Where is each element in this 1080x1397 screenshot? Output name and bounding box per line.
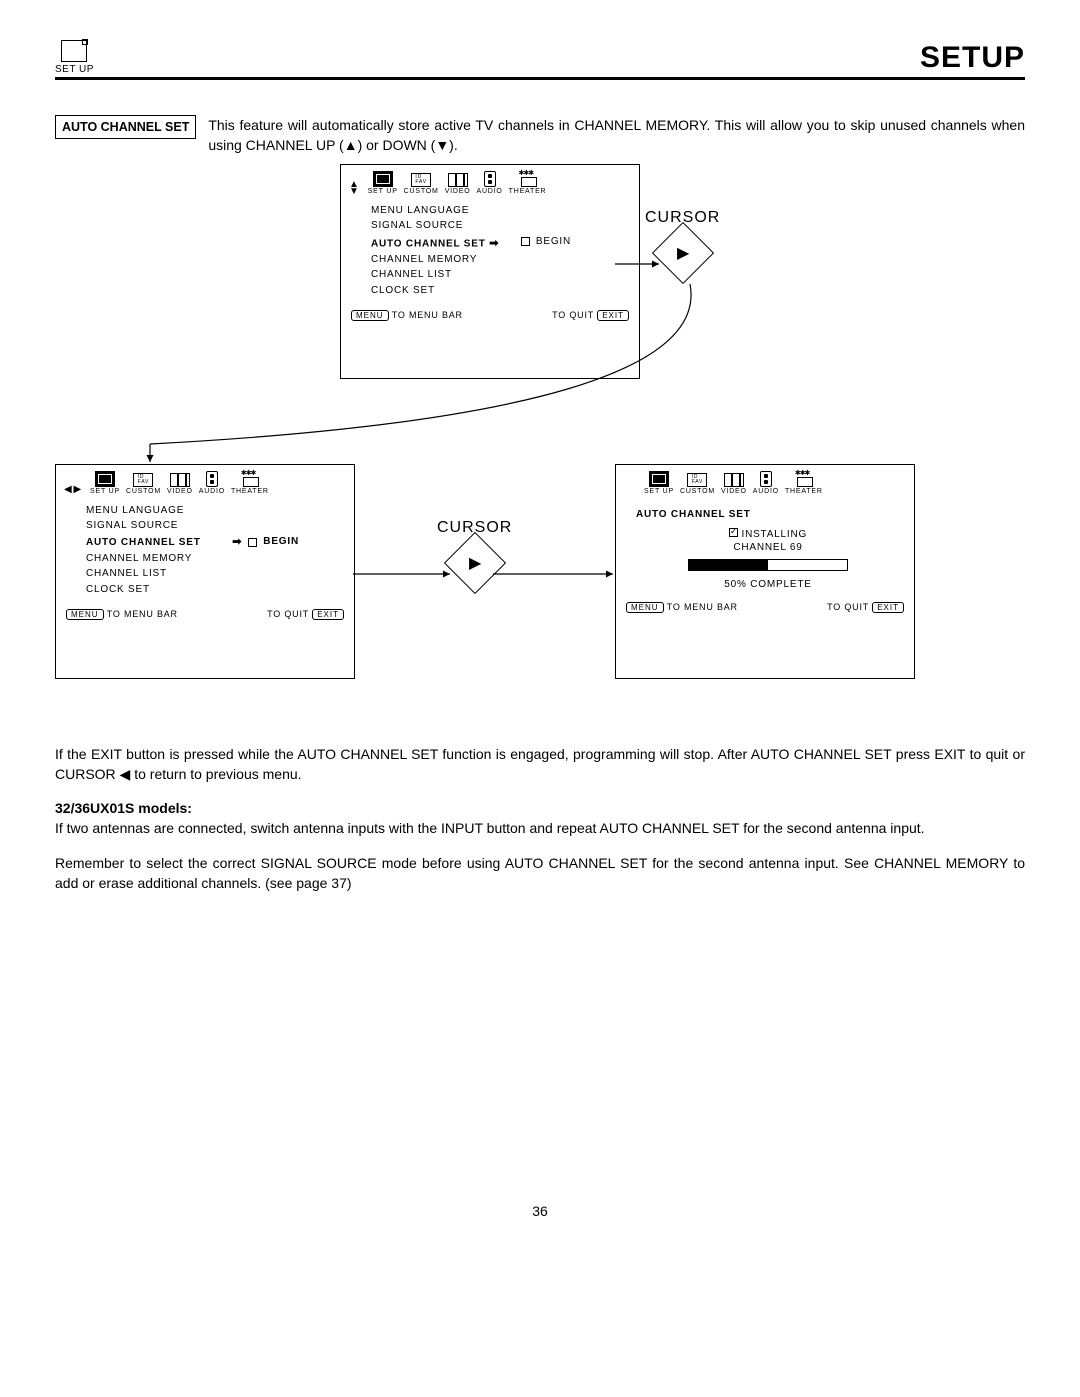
tab-theater-icon [795,471,813,487]
tab-video-icon [170,473,190,487]
menu-box-progress: SET UP IDFAVCUSTOM VIDEO AUDIO THEATER A… [615,464,915,679]
begin-checkbox-icon [521,237,530,246]
cursor-diamond-icon: ▶ [444,531,506,593]
cursor-diamond-icon: ▶ [652,221,714,283]
tab-arrow-horizontal: ◀▶ [64,484,82,495]
menu-item: CLOCK SET [86,582,340,598]
page-header: SET UP SETUP [55,40,1025,80]
header-left-label: SET UP [55,64,94,75]
menu-item: SIGNAL SOURCE [86,518,340,534]
tab-video-icon [724,473,744,487]
menu-item: CHANNEL MEMORY [371,252,625,268]
menu-item-selected: AUTO CHANNEL SET ➡ BEGIN [86,534,340,551]
header-left: SET UP [55,40,94,75]
tab-custom-icon: IDFAV [687,473,707,487]
progress-complete: 50% COMPLETE [636,579,900,590]
tab-row: ▲▼ SET UP IDFAVCUSTOM VIDEO AUDIO THEATE… [341,165,639,197]
menu-box-left: ◀▶ SET UP IDFAVCUSTOM VIDEO AUDIO THEATE… [55,464,355,679]
right-arrow-icon: ➡ [232,534,242,551]
tv-icon [61,40,87,62]
menu-item: MENU LANGUAGE [371,203,625,219]
tab-setup-icon [649,471,669,487]
menu-list: MENU LANGUAGE SIGNAL SOURCE AUTO CHANNEL… [341,197,639,307]
begin-cell: BEGIN [521,234,571,250]
body-paragraph-2: 32/36UX01S models: If two antennas are c… [55,798,1025,839]
menu-item: CHANNEL LIST [371,267,625,283]
exit-button-label: EXIT [597,310,629,321]
menu-button-label: MENU [351,310,389,321]
tab-setup-icon [373,171,393,187]
body-paragraph-1: If the EXIT button is pressed while the … [55,744,1025,785]
menu-box-top: ▲▼ SET UP IDFAVCUSTOM VIDEO AUDIO THEATE… [340,164,640,379]
diagram-area: ▲▼ SET UP IDFAVCUSTOM VIDEO AUDIO THEATE… [55,164,1025,724]
tab-theater-icon [519,171,537,187]
menu-item: SIGNAL SOURCE [371,218,625,234]
body-paragraph-3: Remember to select the correct SIGNAL SO… [55,853,1025,894]
tab-custom-icon: IDFAV [411,173,431,187]
page-number: 36 [55,1203,1025,1219]
tab-audio: AUDIO [476,188,502,195]
cursor-indicator-1: CURSOR ▶ [645,209,720,275]
tab-theater: THEATER [509,188,547,195]
progress-installing: INSTALLING [636,528,900,540]
tab-audio-icon [206,471,218,487]
tab-setup: SET UP [368,188,398,195]
section-intro-text: This feature will automatically store ac… [208,115,1025,156]
section-row: AUTO CHANNEL SET This feature will autom… [55,115,1025,156]
check-icon [729,528,738,537]
tab-audio-icon [760,471,772,487]
tab-custom: CUSTOM [404,188,439,195]
tab-arrow-vertical: ▲▼ [349,181,360,195]
tab-video: VIDEO [445,188,471,195]
header-right-title: SETUP [920,41,1025,75]
progress-bar [688,559,848,571]
right-arrow-icon: ➡ [489,237,499,249]
progress-channel: CHANNEL 69 [636,542,900,553]
menu-item-selected: AUTO CHANNEL SET ➡ BEGIN [371,234,625,252]
tab-audio-icon [484,171,496,187]
menu-item: CHANNEL MEMORY [86,551,340,567]
body2-heading: 32/36UX01S models: [55,800,192,816]
begin-checkbox-icon [248,538,257,547]
section-label: AUTO CHANNEL SET [55,115,196,139]
menu-footer: MENU TO MENU BAR TO QUIT EXIT [341,306,639,327]
menu-item: CHANNEL LIST [86,566,340,582]
progress-title: AUTO CHANNEL SET [636,509,900,520]
tab-custom-icon: IDFAV [133,473,153,487]
tab-theater-icon [241,471,259,487]
menu-item: MENU LANGUAGE [86,503,340,519]
tab-video-icon [448,173,468,187]
tab-setup-icon [95,471,115,487]
menu-item: CLOCK SET [371,283,625,299]
cursor-indicator-2: CURSOR ▶ [437,519,512,585]
